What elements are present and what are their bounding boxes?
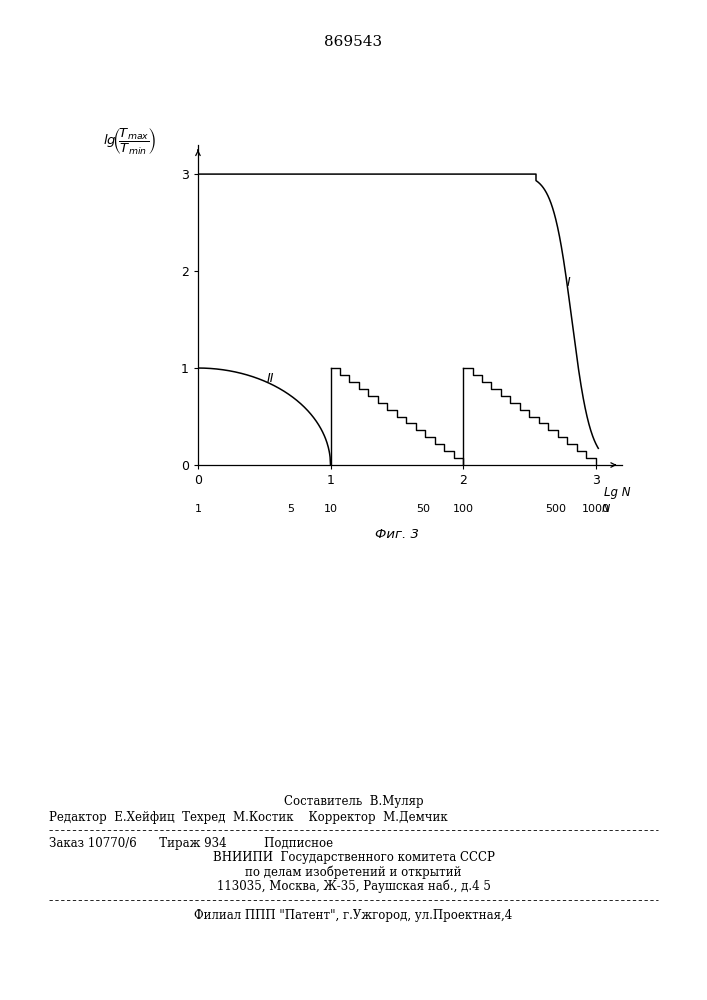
Text: II: II [267, 372, 274, 385]
Text: $lg\!\left(\!\dfrac{T_{max}}{T_{min}}\!\right)$: $lg\!\left(\!\dfrac{T_{max}}{T_{min}}\!\… [103, 126, 156, 157]
Text: 113035, Москва, Ж-35, Раушская наб., д.4 5: 113035, Москва, Ж-35, Раушская наб., д.4… [216, 879, 491, 893]
Text: Заказ 10770/6      Тираж 934          Подписное: Заказ 10770/6 Тираж 934 Подписное [49, 836, 334, 850]
Text: 5: 5 [287, 504, 294, 514]
Text: по делам изобретений и открытий: по делам изобретений и открытий [245, 865, 462, 879]
Text: N: N [602, 504, 610, 514]
Text: 10: 10 [324, 504, 337, 514]
Text: 500: 500 [545, 504, 566, 514]
Text: I: I [566, 276, 571, 289]
Text: ВНИИПИ  Государственного комитета СССР: ВНИИПИ Государственного комитета СССР [213, 852, 494, 864]
Text: 100: 100 [452, 504, 474, 514]
Text: Фиг. 3: Фиг. 3 [375, 528, 419, 541]
Text: Филиал ППП "Патент", г.Ужгород, ул.Проектная,4: Филиал ППП "Патент", г.Ужгород, ул.Проек… [194, 908, 513, 922]
Text: Редактор  Е.Хейфиц  Техред  М.Костик    Корректор  М.Демчик: Редактор Е.Хейфиц Техред М.Костик Коррек… [49, 812, 448, 824]
Text: Составитель  В.Муляр: Составитель В.Муляр [284, 796, 423, 808]
Text: 1000: 1000 [582, 504, 609, 514]
Text: 50: 50 [416, 504, 430, 514]
Text: 869543: 869543 [325, 35, 382, 49]
Text: 1: 1 [194, 504, 201, 514]
Text: Lg N: Lg N [604, 486, 630, 499]
